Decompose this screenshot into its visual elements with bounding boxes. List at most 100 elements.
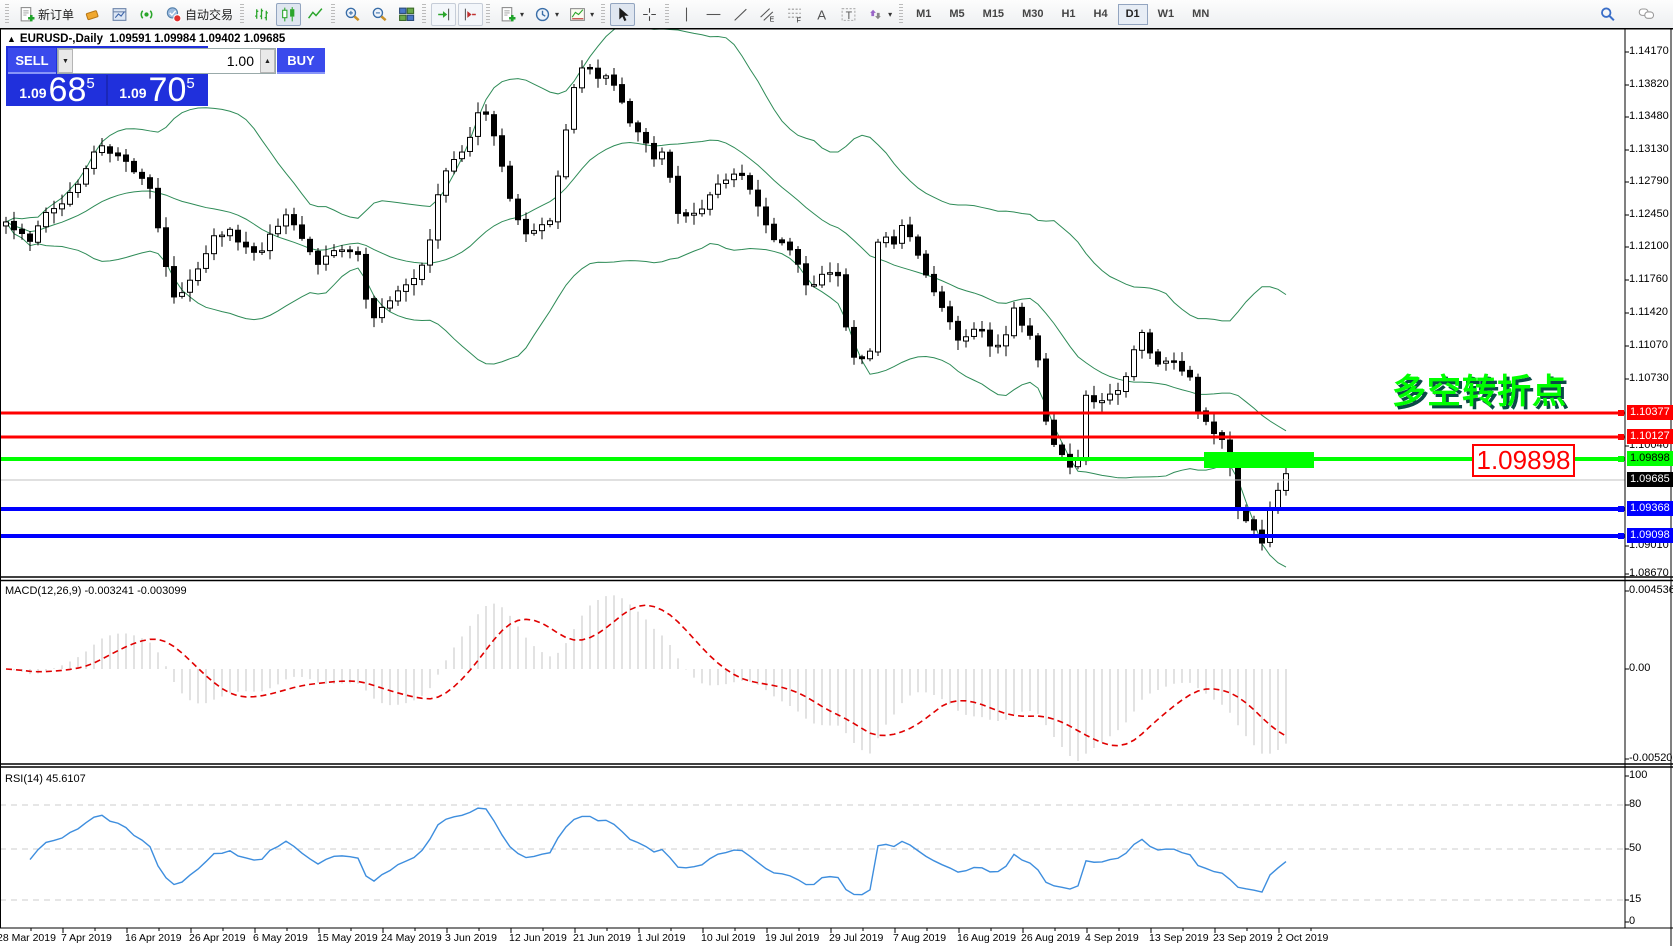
candlestick-button[interactable]	[276, 2, 302, 26]
candle-bullish	[43, 211, 49, 228]
label-button[interactable]: T	[836, 3, 861, 26]
date-axis-label: 28 Mar 2019	[0, 932, 56, 944]
price-callout-label[interactable]: 1.09898	[1472, 444, 1575, 477]
candle-bullish	[91, 151, 97, 169]
timeframe-button-h4[interactable]: H4	[1093, 8, 1108, 20]
shapes-button[interactable]: ▾	[863, 3, 896, 26]
candle-bullish	[963, 336, 969, 342]
price-axis-badge: 1.09368	[1627, 501, 1673, 516]
bar-chart-button[interactable]	[249, 3, 274, 26]
price-axis-label: 1.11420	[1629, 306, 1668, 318]
candle-bullish	[1275, 489, 1281, 509]
sell-price-small: 1.09	[19, 85, 47, 101]
candle-bearish	[619, 84, 625, 103]
vertical-line-button[interactable]	[674, 3, 699, 26]
candle-bullish	[75, 183, 81, 194]
volume-increase-button[interactable]: ▲	[260, 49, 275, 73]
cursor-button[interactable]	[610, 2, 636, 26]
zoom-in-button[interactable]	[340, 3, 365, 26]
candle-bearish	[1027, 325, 1033, 336]
periods-button[interactable]: ▾	[530, 3, 563, 26]
horizontal-line-button[interactable]	[701, 3, 726, 26]
dropdown-caret-icon: ▾	[555, 9, 560, 19]
candle-bearish	[299, 224, 305, 239]
search-button[interactable]	[1595, 3, 1620, 26]
date-axis-label: 2 Oct 2019	[1277, 932, 1329, 944]
candle-bullish	[531, 230, 537, 234]
candle-bullish	[547, 220, 553, 226]
macd-histogram	[13, 595, 1287, 761]
new-order-button[interactable]: 新订单	[14, 3, 78, 26]
crosshair-button[interactable]	[637, 3, 662, 26]
dropdown-caret-icon: ▾	[888, 9, 893, 19]
channel-icon: E	[760, 7, 775, 23]
zoom-in-icon	[345, 7, 360, 21]
candle-bullish	[411, 278, 417, 286]
candle-bearish	[131, 160, 137, 173]
candle-bearish	[1203, 410, 1209, 422]
zoom-out-button[interactable]	[367, 3, 392, 26]
candle-bullish	[59, 203, 65, 210]
candle-bearish	[667, 151, 673, 178]
tile-windows-button[interactable]	[394, 3, 419, 26]
buy-button[interactable]: BUY	[277, 48, 325, 74]
candle-bullish	[35, 225, 41, 243]
candle-bullish	[467, 136, 473, 152]
sell-price-display[interactable]: 1.09 68 5	[8, 73, 106, 107]
chart-profile-button[interactable]	[107, 3, 132, 26]
price-axis-badge: 1.10377	[1627, 405, 1673, 420]
candle-bearish	[507, 165, 513, 199]
timeframe-button-mn[interactable]: MN	[1192, 8, 1210, 20]
candle-bearish	[123, 154, 129, 162]
volume-input[interactable]	[73, 49, 260, 73]
candle-bearish	[779, 239, 785, 244]
candle-bearish	[491, 114, 497, 137]
candlestick-series[interactable]	[3, 59, 1289, 551]
timeframe-button-m30[interactable]: M30	[1022, 8, 1044, 20]
candle-bearish	[635, 122, 641, 133]
buy-price-display[interactable]: 1.09 70 5	[108, 73, 206, 107]
doc-plus-icon	[501, 6, 516, 21]
timeframe-button-w1[interactable]: W1	[1157, 8, 1175, 20]
timeframe-button-d1[interactable]: D1	[1117, 3, 1148, 25]
news-button[interactable]	[134, 3, 159, 26]
arrow-up-icon: ▲	[264, 57, 271, 65]
sell-button[interactable]: SELL	[8, 48, 56, 74]
fibonacci-button[interactable]: F	[782, 3, 807, 26]
collapse-arrow-icon[interactable]: ▲	[7, 34, 16, 44]
indicators-button[interactable]: ▾	[495, 3, 528, 26]
toolbar-grip	[486, 4, 491, 24]
text-button[interactable]: A	[809, 3, 834, 26]
volume-decrease-button[interactable]: ▼	[58, 49, 73, 73]
timeframe-button-m5[interactable]: M5	[949, 8, 965, 20]
price-axis-label: 1.14170	[1629, 45, 1669, 57]
rsi-axis-label: 80	[1629, 798, 1642, 810]
chat-button[interactable]	[1634, 3, 1659, 26]
chinese-annotation-text[interactable]: 多空转折点	[1392, 373, 1567, 411]
equidistant-channel-button[interactable]: E	[755, 3, 780, 26]
timeframe-button-h1[interactable]: H1	[1061, 8, 1076, 20]
svg-text:T: T	[846, 9, 853, 21]
one-click-trading-panel: SELL ▼ ▲ BUY 1.09 68 5 1.09 70 5	[6, 46, 325, 107]
trendline-icon	[734, 8, 747, 21]
trendline-button[interactable]	[728, 3, 753, 26]
candle-bearish	[763, 206, 769, 226]
candle-bullish	[403, 284, 409, 292]
candle-bearish	[1211, 421, 1217, 435]
autotrading-button[interactable]: 自动交易	[161, 3, 237, 26]
timeframe-button-m1[interactable]: M1	[916, 8, 932, 20]
rsi-line	[29, 807, 1287, 896]
auto-scroll-button[interactable]	[431, 2, 457, 26]
templates-button[interactable]: ▾	[565, 3, 598, 26]
candle-bullish	[1083, 394, 1089, 462]
candle-bullish	[419, 264, 425, 280]
line-chart-button[interactable]	[303, 3, 328, 26]
candle-bearish	[595, 67, 601, 79]
highlight-rectangle[interactable]	[1204, 452, 1314, 468]
bars-icon	[255, 8, 268, 20]
eraser-button[interactable]	[80, 3, 105, 26]
timeframe-button-m15[interactable]: M15	[982, 8, 1005, 20]
candle-bearish	[27, 233, 33, 242]
chart-shift-button[interactable]	[458, 2, 484, 26]
